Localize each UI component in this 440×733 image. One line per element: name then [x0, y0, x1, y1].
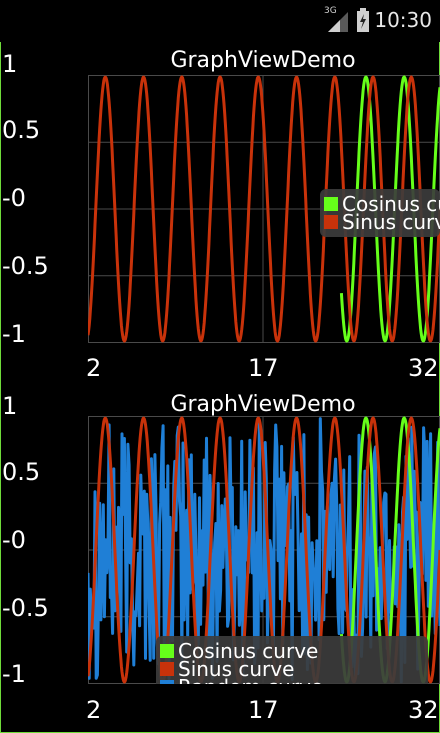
legend-label: Random curve [178, 675, 323, 684]
legend-swatch [324, 215, 338, 229]
status-bar: 3G 10:30 [0, 0, 440, 42]
legend-swatch [160, 680, 174, 684]
x-tick-label: 2 [86, 696, 102, 724]
y-tick-label: 0.5 [2, 458, 41, 486]
series-line-sinus-curve [88, 75, 440, 343]
x-tick-label: 17 [248, 696, 279, 724]
y-tick-label: -0 [2, 526, 26, 554]
x-tick-label: 2 [86, 354, 102, 382]
network-type-label: 3G [324, 6, 337, 16]
legend-swatch [160, 662, 174, 676]
y-tick-label: -0 [2, 184, 26, 212]
y-tick-label: 1 [2, 50, 18, 78]
battery-icon [357, 8, 369, 32]
legend-label: Cosinus curve [342, 192, 440, 216]
status-time: 10:30 [374, 8, 432, 32]
x-tick-label: 17 [248, 354, 279, 382]
legend-swatch [324, 197, 338, 211]
legend-swatch [160, 644, 174, 658]
legend-box [156, 636, 428, 684]
series-line-random-curve [88, 417, 440, 684]
y-tick-label: 0.5 [2, 116, 41, 144]
series-line-cosinus-curve [339, 75, 440, 343]
y-tick-label: -1 [2, 660, 26, 688]
x-tick-label: 32 [408, 696, 439, 724]
graph-title: GraphViewDemo [170, 392, 356, 417]
legend-label: Cosinus curve [178, 639, 318, 663]
y-tick-label: -0.5 [2, 252, 49, 280]
graph-title: GraphViewDemo [170, 48, 356, 73]
x-tick-label: 32 [408, 354, 439, 382]
legend-label: Sinus curve [342, 210, 440, 234]
y-tick-label: 1 [2, 392, 18, 420]
series-line-sinus-curve [88, 416, 440, 684]
y-tick-label: -0.5 [2, 594, 49, 622]
legend-box [320, 189, 440, 237]
signal-icon [328, 12, 348, 32]
legend-label: Sinus curve [178, 657, 294, 681]
y-tick-label: -1 [2, 320, 26, 348]
